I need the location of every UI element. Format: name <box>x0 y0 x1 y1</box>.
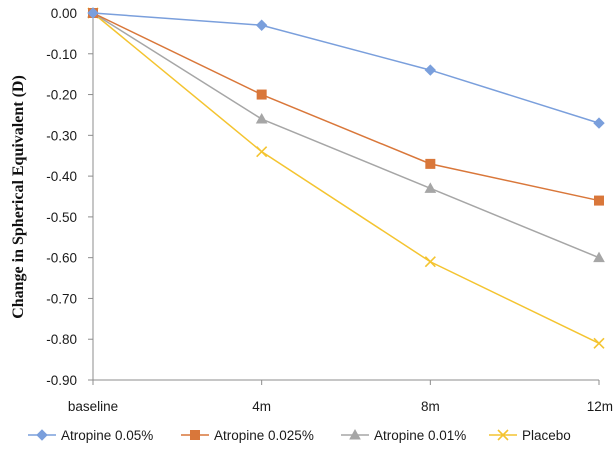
square-marker <box>190 430 200 440</box>
legend-label: Placebo <box>522 428 571 443</box>
legend-label: Atropine 0.01% <box>374 428 466 443</box>
y-tick-label: 0.00 <box>51 6 77 21</box>
y-tick-label: -0.70 <box>46 291 77 306</box>
cross-marker <box>424 256 436 268</box>
y-tick-label: -0.30 <box>46 128 77 143</box>
triangle-marker <box>593 251 605 263</box>
legend: Atropine 0.05% Atropine 0.025% Atropine 0.… <box>28 428 571 443</box>
series-atropine-0-05 <box>87 7 605 129</box>
legend-item: Atropine 0.01% <box>341 428 466 443</box>
cross-marker <box>256 146 268 158</box>
diamond-marker <box>593 117 605 129</box>
triangle-marker <box>424 182 437 193</box>
x-tick-label: 8m <box>421 399 440 414</box>
square-marker <box>594 195 604 206</box>
series-line <box>92 12 600 344</box>
legend-label: Atropine 0.05% <box>61 428 153 443</box>
y-tick-labels: 0.00 -0.10 -0.20 -0.30 -0.40 -0.50 -0.60 -0.70 -… <box>46 6 77 388</box>
series-line <box>92 12 600 202</box>
diamond-marker <box>36 429 48 441</box>
x-tick-label: 4m <box>252 399 271 414</box>
y-tick-label: -0.80 <box>46 332 77 347</box>
series-atropine-0-01 <box>87 6 605 263</box>
cross-marker <box>593 337 605 349</box>
x-tick-label: 12m <box>587 399 613 414</box>
x-tick-labels: baseline 4m 8m 12m <box>68 399 613 414</box>
y-tick-label: -0.50 <box>46 210 77 225</box>
triangle-marker <box>255 112 268 124</box>
legend-item: Atropine 0.05% <box>28 428 153 443</box>
series-atropine-0-025 <box>88 8 604 206</box>
legend-label: Atropine 0.025% <box>214 428 314 443</box>
diamond-marker <box>87 7 99 19</box>
series-lines <box>87 6 605 349</box>
x-tick-label: baseline <box>68 399 118 414</box>
y-tick-label: -0.20 <box>46 88 77 103</box>
diamond-marker <box>255 19 268 31</box>
y-tick-label: -0.40 <box>46 169 77 184</box>
y-tick-label: -0.10 <box>46 47 77 62</box>
square-marker <box>256 89 267 100</box>
y-tick-label: -0.90 <box>46 373 77 388</box>
series-line <box>92 12 600 259</box>
y-tick-label: -0.60 <box>46 251 77 266</box>
legend-item: Atropine 0.025% <box>181 428 314 443</box>
legend-item: Placebo <box>489 428 571 443</box>
axes <box>88 12 600 385</box>
y-axis-title: Change in Spherical Equivalent (D) <box>10 75 27 319</box>
cross-marker <box>497 429 509 441</box>
series-line <box>92 12 600 124</box>
square-marker <box>425 158 436 169</box>
diamond-marker <box>424 64 437 76</box>
triangle-marker <box>349 428 361 440</box>
